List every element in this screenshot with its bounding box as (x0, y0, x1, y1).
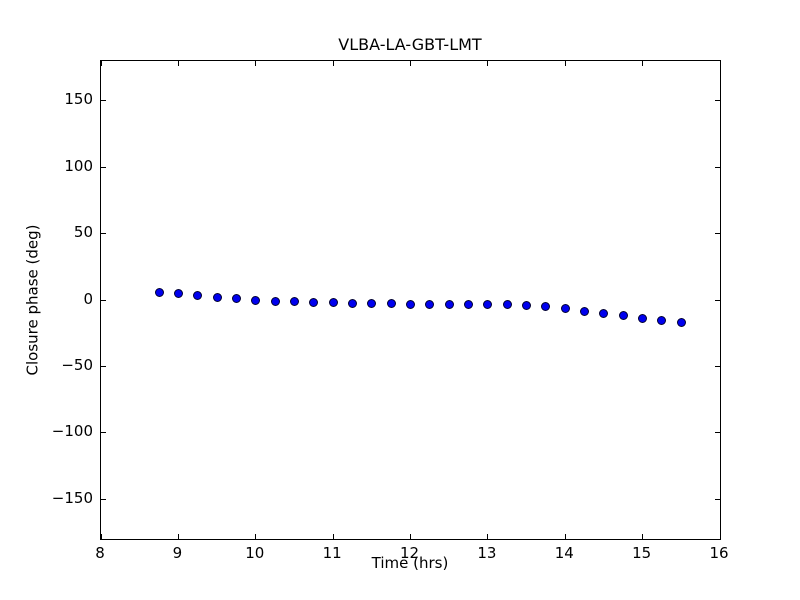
y-tick-left (101, 432, 106, 434)
data-point (154, 288, 164, 298)
data-point (464, 299, 474, 309)
y-tick-label: 150 (64, 90, 93, 109)
y-tick-label: −150 (51, 488, 93, 507)
y-tick-left (101, 166, 106, 168)
data-point (328, 298, 338, 308)
y-tick-label: −50 (61, 355, 93, 374)
data-point (193, 291, 203, 301)
x-tick-top (564, 61, 566, 66)
x-tick-bottom (642, 534, 644, 539)
x-tick-label: 12 (399, 544, 420, 562)
y-tick-label: −100 (51, 422, 93, 441)
y-tick-right (715, 498, 720, 500)
x-tick-label: 9 (172, 544, 183, 562)
y-tick-label: 50 (73, 223, 93, 242)
y-tick-left (101, 299, 106, 301)
data-point (522, 300, 532, 310)
data-point (173, 289, 183, 299)
x-tick-top (719, 61, 721, 66)
x-tick-bottom (100, 534, 102, 539)
data-point (580, 306, 590, 316)
y-tick-left (101, 100, 106, 102)
data-point (541, 302, 551, 312)
data-point (309, 297, 319, 307)
chart-title: VLBA-LA-GBT-LMT (338, 35, 482, 54)
data-point (251, 295, 261, 305)
data-point (657, 315, 667, 325)
data-point (483, 299, 493, 309)
data-point (502, 300, 512, 310)
data-point (618, 311, 628, 321)
data-point (367, 298, 377, 308)
x-tick-top (177, 61, 179, 66)
x-tick-top (255, 61, 257, 66)
y-tick-label: 0 (83, 289, 93, 308)
x-tick-top (642, 61, 644, 66)
x-tick-top (100, 61, 102, 66)
y-tick-label: 100 (64, 156, 93, 175)
data-point (444, 300, 454, 309)
data-point (212, 292, 222, 302)
x-tick-bottom (487, 534, 489, 539)
y-tick-right (715, 365, 720, 367)
data-point (289, 297, 299, 307)
x-tick-bottom (255, 534, 257, 539)
data-point (386, 299, 396, 309)
x-tick-bottom (719, 534, 721, 539)
y-tick-left (101, 233, 106, 235)
x-tick-label: 14 (554, 544, 574, 562)
data-point (406, 299, 415, 309)
data-point (638, 313, 648, 323)
y-tick-right (715, 100, 720, 102)
x-tick-label: 13 (477, 544, 497, 562)
x-tick-label: 16 (709, 544, 729, 562)
data-point (347, 298, 357, 308)
plot-area (100, 60, 721, 540)
data-point (599, 309, 609, 319)
x-tick-label: 10 (245, 544, 265, 562)
y-tick-right (715, 166, 720, 168)
data-point (676, 317, 686, 327)
x-tick-bottom (410, 534, 411, 539)
y-tick-right (715, 299, 720, 301)
x-tick-label: 11 (322, 544, 342, 562)
y-tick-right (715, 233, 720, 235)
x-tick-bottom (177, 534, 179, 539)
data-point (231, 294, 241, 304)
x-axis-label: Time (hrs) (371, 554, 449, 572)
x-tick-bottom (564, 534, 566, 539)
x-tick-label: 8 (95, 544, 105, 562)
x-tick-top (410, 61, 411, 66)
data-point (560, 304, 570, 314)
y-tick-left (101, 498, 106, 500)
y-tick-right (715, 432, 720, 434)
y-axis-label: Closure phase (deg) (23, 224, 42, 376)
x-tick-bottom (332, 534, 334, 539)
x-tick-label: 15 (632, 544, 652, 562)
data-point (425, 300, 435, 309)
data-point (270, 296, 280, 306)
x-tick-top (332, 61, 334, 66)
x-tick-top (487, 61, 489, 66)
y-tick-left (101, 365, 106, 367)
